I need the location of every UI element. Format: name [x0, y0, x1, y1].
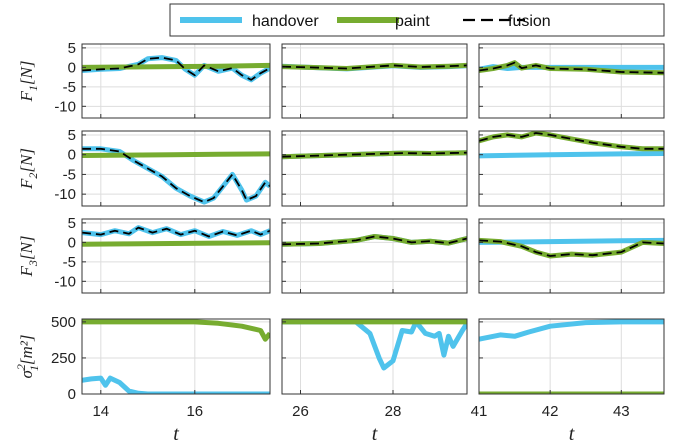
ytick-label: 500 — [51, 314, 76, 331]
xlabel-col-1: t — [173, 423, 179, 445]
ylabel-row-2: F2[N] — [17, 148, 40, 190]
series-fusion — [282, 151, 467, 158]
ytick-label: 250 — [51, 350, 76, 367]
series-handover — [82, 375, 270, 394]
xtick-label: 14 — [92, 403, 109, 420]
series-fusion — [82, 226, 270, 238]
series-paint — [82, 151, 270, 158]
ylabel-row-4: σ21[m²] — [14, 335, 41, 379]
panel-r4-c1: 500 250 0 14 16 t — [51, 314, 271, 445]
legend-label-paint: paint — [395, 13, 430, 30]
ylabel-row-1: F1[N] — [17, 61, 40, 103]
xtick-label: 28 — [385, 403, 402, 420]
panel-r2-c2 — [281, 130, 468, 207]
xlabel-col-3: t — [569, 423, 575, 445]
axes-frame — [478, 43, 665, 119]
panel-r1-c1: 5 0 -5 -10 — [54, 40, 271, 119]
xtick-label: 16 — [186, 403, 203, 420]
xtick-label: 41 — [471, 403, 488, 420]
panel-r3-c1: 5 0 -5 -10 — [54, 215, 271, 294]
legend-box — [169, 3, 665, 37]
xtick-label: 43 — [613, 403, 630, 420]
ytick-label: 0 — [68, 147, 76, 164]
series-fusion — [282, 64, 467, 70]
series-handover — [479, 319, 664, 342]
series-fusion — [479, 132, 664, 150]
series-paint — [82, 319, 270, 342]
series-fusion — [282, 235, 467, 246]
series-handover — [282, 319, 467, 371]
ytick-label: -10 — [54, 98, 76, 115]
series-paint — [82, 62, 270, 70]
series-paint — [82, 240, 270, 247]
ytick-label: 5 — [68, 215, 76, 232]
ytick-label: 0 — [68, 234, 76, 251]
xlabel-col-2: t — [372, 423, 378, 445]
series-handover — [479, 151, 664, 159]
ytick-label: -5 — [63, 166, 76, 183]
xtick-label: 26 — [292, 403, 309, 420]
axes-frame — [281, 318, 468, 395]
axes-frame — [281, 43, 468, 119]
panel-r1-c2 — [281, 43, 468, 119]
series-paint — [282, 234, 467, 247]
panel-r1-c3 — [478, 43, 665, 119]
ytick-label: -10 — [54, 186, 76, 203]
axes-frame — [81, 318, 271, 395]
panel-r2-c1: 5 0 -5 -10 — [54, 127, 271, 207]
panel-r4-c2: 26 28 t — [281, 318, 468, 445]
ytick-label: 0 — [68, 386, 76, 403]
ylabel-row-3: F3[N] — [17, 236, 40, 278]
axes-frame — [281, 218, 468, 294]
panel-r4-c3: 41 42 43 t — [471, 318, 665, 445]
ytick-label: -5 — [63, 254, 76, 271]
axes-frame — [81, 43, 271, 119]
ytick-label: -5 — [63, 79, 76, 96]
series-fusion — [82, 56, 270, 81]
ytick-label: 0 — [68, 59, 76, 76]
legend-label-handover: handover — [252, 13, 319, 30]
xtick-label: 42 — [542, 403, 559, 420]
panel-r3-c2 — [281, 218, 468, 294]
axes-frame — [281, 130, 468, 207]
legend: handover paint fusion — [169, 3, 665, 37]
series-fusion — [479, 61, 664, 74]
panel-r2-c3 — [478, 130, 665, 207]
legend-label-fusion: fusion — [508, 13, 551, 30]
axes-frame — [81, 218, 271, 294]
axes-frame — [81, 130, 271, 207]
axes-frame — [478, 218, 665, 294]
series-fusion — [82, 147, 270, 203]
series-fusion — [479, 239, 664, 257]
ytick-label: 5 — [68, 40, 76, 57]
axes-frame — [478, 130, 665, 207]
axes-frame — [478, 318, 665, 395]
ytick-label: 5 — [68, 127, 76, 144]
ytick-label: -10 — [54, 273, 76, 290]
panel-r3-c3 — [478, 218, 665, 294]
